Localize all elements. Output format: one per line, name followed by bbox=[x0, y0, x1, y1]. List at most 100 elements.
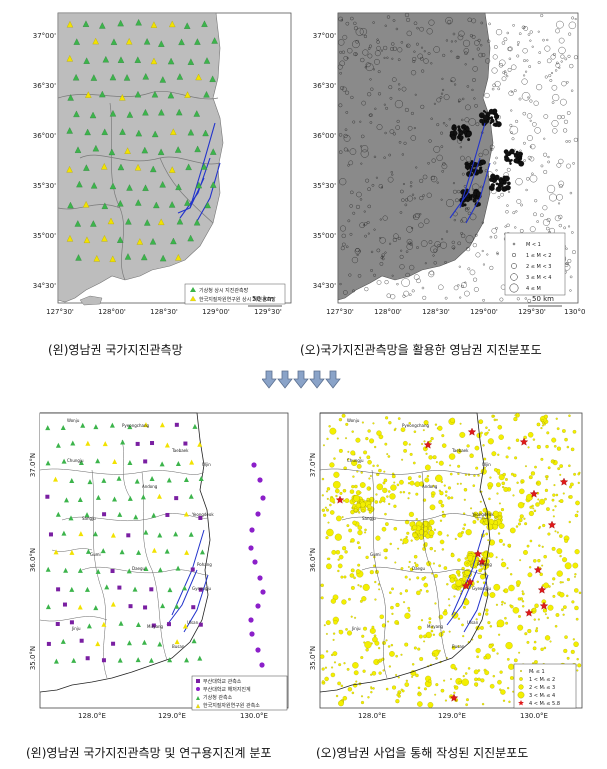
earthquake-marker bbox=[342, 499, 345, 502]
earthquake-marker bbox=[400, 653, 403, 656]
earthquake-marker bbox=[326, 508, 329, 512]
earthquake-marker bbox=[493, 161, 497, 165]
earthquake-marker bbox=[568, 140, 571, 143]
earthquake-marker bbox=[527, 629, 532, 634]
earthquake-marker bbox=[406, 226, 413, 233]
station-map: 37°00'36°30'36°00'35°30'35°00'34°30'127°… bbox=[33, 12, 292, 316]
earthquake-marker bbox=[556, 162, 562, 168]
earthquake-marker bbox=[530, 144, 536, 150]
earthquake-marker bbox=[478, 52, 483, 58]
station-marker bbox=[157, 532, 163, 538]
earthquake-marker bbox=[402, 542, 405, 545]
earthquake-marker bbox=[349, 573, 355, 578]
earthquake-marker bbox=[496, 652, 499, 655]
earthquake-marker bbox=[350, 585, 355, 590]
earthquake-marker bbox=[383, 103, 386, 106]
earthquake-marker bbox=[472, 243, 477, 248]
earthquake-marker bbox=[577, 472, 580, 476]
city-label: Uljin bbox=[482, 462, 491, 467]
station-marker bbox=[143, 422, 149, 428]
earthquake-marker bbox=[507, 46, 512, 52]
earthquake-marker bbox=[523, 26, 529, 31]
legend-box: 기상청 상시 지진관측망 한국지질자원연구원 상시 지진관측망 bbox=[184, 283, 286, 305]
magnitude-legend: Mₗ ≤ 11 < Mₗ ≤ 22 < Mₗ ≤ 33 < Mₗ ≤ 44 < … bbox=[513, 663, 577, 709]
earthquake-marker bbox=[466, 247, 471, 252]
earthquake-marker bbox=[444, 296, 448, 300]
earthquake-marker bbox=[324, 676, 329, 682]
earthquake-marker bbox=[509, 162, 512, 165]
earthquake-marker bbox=[430, 175, 435, 181]
earthquake-marker bbox=[543, 114, 549, 119]
earthquake-marker bbox=[428, 240, 433, 244]
earthquake-marker bbox=[389, 493, 396, 500]
earthquake-marker bbox=[342, 488, 347, 493]
station-marker bbox=[61, 530, 67, 536]
station-markers bbox=[66, 18, 218, 262]
earthquake-marker bbox=[386, 293, 391, 298]
earthquake-marker bbox=[366, 455, 371, 460]
earthquake-marker bbox=[422, 429, 425, 432]
earthquake-marker bbox=[479, 625, 484, 630]
station-marker bbox=[55, 442, 61, 448]
earthquake-marker bbox=[398, 83, 401, 86]
earthquake-marker bbox=[482, 551, 490, 559]
pnu-station-marker bbox=[56, 587, 61, 592]
earthquake-marker bbox=[359, 120, 362, 123]
earthquake-marker bbox=[462, 605, 466, 609]
city-label: Uljin bbox=[202, 462, 211, 467]
earthquake-marker bbox=[351, 256, 359, 264]
earthquake-marker bbox=[561, 81, 567, 87]
earthquake-marker bbox=[488, 497, 491, 501]
city-label: Jinju bbox=[71, 626, 81, 631]
earthquake-marker bbox=[574, 573, 577, 576]
earthquake-marker bbox=[555, 63, 561, 68]
earthquake-marker bbox=[516, 481, 519, 484]
earthquake-marker bbox=[552, 509, 555, 512]
earthquake-marker bbox=[449, 417, 456, 423]
earthquake-marker bbox=[491, 87, 495, 91]
station-marker bbox=[175, 108, 183, 116]
earthquake-marker bbox=[471, 58, 474, 61]
earthquake-marker bbox=[485, 58, 491, 64]
earthquake-marker bbox=[444, 699, 447, 702]
earthquake-marker bbox=[493, 177, 497, 180]
earthquake-marker bbox=[346, 57, 349, 60]
earthquake-marker bbox=[466, 444, 470, 448]
earthquake-marker bbox=[396, 283, 399, 286]
station-marker bbox=[101, 235, 108, 242]
earthquake-marker bbox=[345, 21, 350, 26]
star-marker bbox=[465, 577, 475, 586]
earthquake-marker bbox=[540, 647, 544, 651]
city-label: Yeongdeok bbox=[191, 512, 214, 517]
earthquake-marker bbox=[441, 170, 444, 173]
earthquake-marker bbox=[538, 51, 541, 54]
earthquake-marker bbox=[500, 518, 503, 522]
station-marker bbox=[170, 128, 177, 135]
earthquake-marker bbox=[389, 542, 392, 546]
earthquake-marker bbox=[384, 442, 388, 446]
earthquake-marker bbox=[551, 498, 555, 502]
earthquake-marker bbox=[546, 58, 552, 64]
pnu-station-marker bbox=[150, 441, 155, 446]
earthquake-marker bbox=[561, 608, 564, 612]
earthquake-marker bbox=[438, 499, 443, 505]
earthquake-marker bbox=[495, 556, 498, 559]
station-marker bbox=[119, 549, 125, 555]
earthquake-marker bbox=[489, 625, 493, 628]
earthquake-marker bbox=[487, 539, 490, 542]
earthquake-marker bbox=[412, 532, 418, 538]
earthquake-marker bbox=[369, 474, 372, 477]
station-marker bbox=[101, 163, 108, 170]
ocean-seismometer-marker bbox=[259, 662, 265, 668]
earthquake-marker bbox=[428, 19, 435, 26]
earthquake-marker bbox=[397, 547, 400, 550]
earthquake-marker bbox=[349, 148, 357, 155]
earthquake-marker bbox=[556, 427, 560, 431]
earthquake-marker bbox=[333, 620, 338, 625]
station-marker bbox=[197, 655, 203, 661]
station-marker bbox=[195, 73, 202, 81]
station-marker bbox=[110, 532, 116, 538]
earthquake-marker bbox=[407, 497, 410, 500]
station-marker bbox=[193, 218, 201, 226]
earthquake-marker bbox=[543, 554, 547, 559]
